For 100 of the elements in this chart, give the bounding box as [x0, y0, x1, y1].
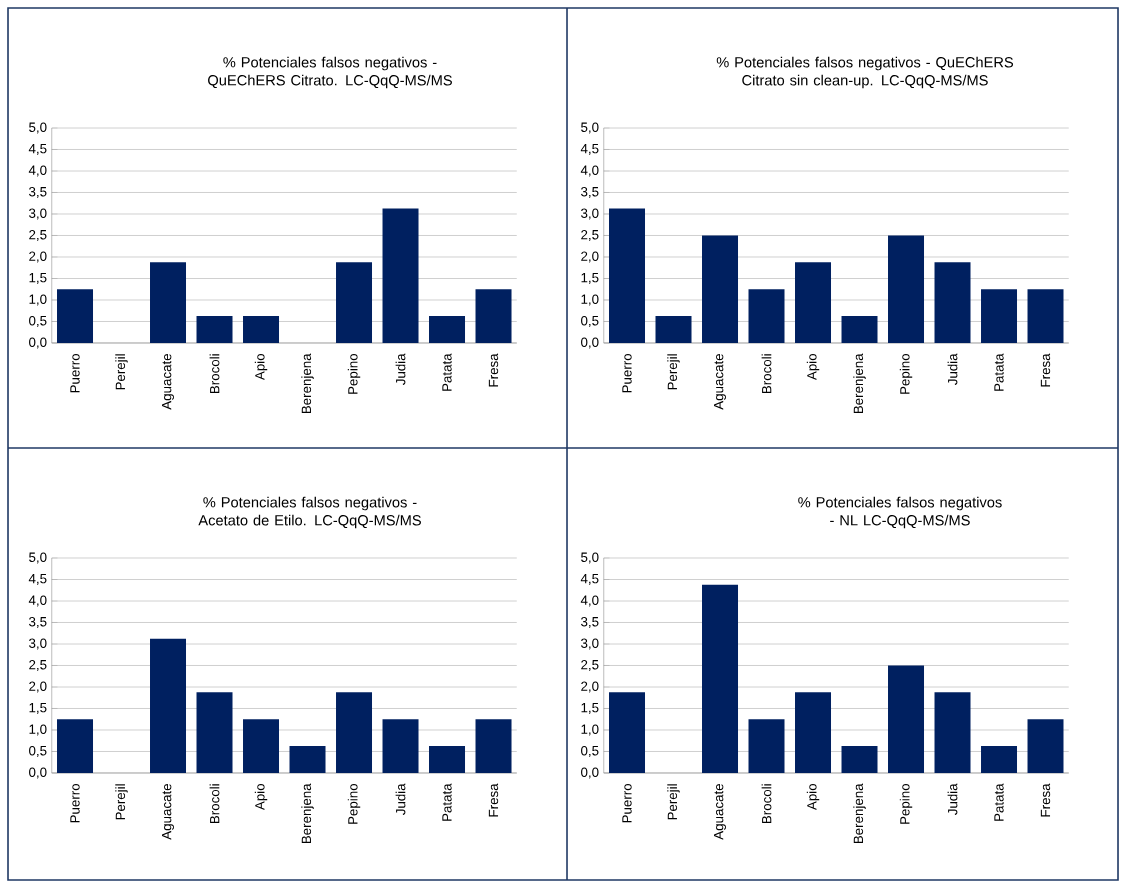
y-tick-label: 4,5 [580, 144, 599, 155]
bar [382, 719, 419, 773]
bar [795, 692, 832, 773]
x-tick-label: Pepino [899, 353, 913, 394]
bar [1027, 719, 1064, 773]
bar [795, 262, 832, 343]
bar [888, 665, 925, 773]
y-tick-label: 3,0 [581, 208, 599, 220]
x-tick-label: Fresa [1040, 353, 1051, 387]
y-tick-label: 1,5 [29, 703, 47, 714]
x-tick-label: Pepino [899, 783, 913, 824]
bar [841, 745, 878, 773]
x-tick-label: Perejil [667, 354, 680, 390]
y-tick-label: 1,0 [29, 294, 47, 306]
chart-title: % Potenciales falsos negativos - QuEChERS Citrato. LC-QqQ-MS/MS [208, 56, 452, 89]
x-tick-label: Judia [395, 783, 406, 816]
y-tick-label: 0,0 [29, 337, 47, 349]
x-tick-label: Fresa [488, 353, 499, 387]
y-tick-label: 3,5 [581, 187, 599, 199]
x-tick-label: Apio [806, 353, 820, 381]
x-tick-label: Pepino [347, 783, 361, 824]
y-tick-label: 3,5 [29, 187, 47, 199]
bar [382, 208, 419, 343]
x-tick-label: Patata [442, 353, 452, 391]
y-tick-label: 5,0 [29, 552, 47, 564]
bar [243, 315, 280, 343]
y-tick-label: 4,0 [580, 595, 599, 607]
bar [475, 719, 512, 773]
bar [934, 262, 971, 343]
y-tick-label: 1,0 [29, 724, 47, 736]
bar [243, 719, 280, 773]
y-tick-label: 3,0 [29, 638, 47, 650]
bar [57, 289, 94, 343]
bar [702, 584, 739, 773]
bar [336, 262, 373, 343]
x-tick-label: Perejil [667, 784, 680, 820]
x-tick-label: Perejil [115, 354, 128, 390]
bar [981, 745, 1018, 773]
x-tick-label: Aguacate [162, 784, 174, 840]
y-tick-label: 0,5 [29, 315, 47, 328]
x-tick-label: Patata [994, 353, 1004, 391]
x-tick-label: Judia [947, 353, 958, 386]
y-tick-label: 2,5 [29, 660, 47, 672]
y-tick-label: 4,0 [28, 165, 47, 177]
x-tick-label: Perejil [115, 784, 128, 820]
bar [934, 692, 971, 773]
x-tick-label: Brocoli [209, 784, 220, 824]
x-tick-label: Apio [806, 783, 820, 811]
bar [57, 719, 94, 773]
y-tick-label: 0,5 [581, 315, 599, 328]
y-tick-label: 4,5 [28, 574, 47, 585]
bar [609, 208, 646, 343]
x-tick-label: Berenjena [301, 353, 314, 414]
y-tick-label: 5,0 [581, 552, 599, 564]
x-tick-label: Pepino [347, 353, 361, 394]
bar [289, 745, 326, 773]
y-tick-label: 1,0 [581, 294, 599, 306]
bar [336, 692, 373, 773]
bar [748, 719, 785, 773]
x-tick-label: Fresa [1040, 783, 1051, 817]
y-tick-label: 2,5 [581, 230, 599, 242]
bar [429, 315, 466, 343]
bar [702, 235, 739, 343]
y-tick-label: 0,5 [29, 745, 47, 758]
y-tick-label: 0,0 [29, 767, 47, 779]
x-tick-label: Berenjena [853, 783, 866, 844]
bar [841, 315, 878, 343]
x-tick-label: Judia [395, 353, 406, 386]
y-tick-label: 3,5 [581, 617, 599, 629]
x-tick-label: Aguacate [162, 354, 174, 410]
x-tick-label: Brocoli [209, 354, 220, 394]
bar [888, 235, 925, 343]
y-tick-label: 1,5 [581, 703, 599, 714]
y-tick-label: 1,0 [581, 724, 599, 736]
x-tick-label: Aguacate [714, 784, 726, 840]
y-tick-label: 2,0 [29, 251, 47, 263]
y-tick-label: 5,0 [29, 122, 47, 134]
x-tick-label: Patata [994, 783, 1004, 821]
x-tick-label: Brocoli [761, 354, 772, 394]
y-tick-label: 2,0 [581, 681, 599, 693]
bar [475, 289, 512, 343]
y-tick-label: 3,0 [29, 208, 47, 220]
bar [150, 638, 187, 773]
x-tick-label: Patata [442, 783, 452, 821]
y-tick-label: 1,5 [29, 273, 47, 284]
x-tick-label: Judia [947, 783, 958, 816]
y-tick-label: 2,5 [581, 660, 599, 672]
y-tick-label: 0,5 [581, 745, 599, 758]
x-tick-label: Brocoli [761, 784, 772, 824]
x-tick-label: Apio [254, 783, 268, 811]
bar [150, 262, 187, 343]
bar [196, 315, 233, 343]
y-tick-label: 4,0 [580, 165, 599, 177]
y-tick-label: 4,0 [28, 595, 47, 607]
x-tick-label: Apio [254, 353, 268, 381]
bar [655, 315, 692, 343]
x-tick-label: Puerro [70, 783, 80, 823]
y-tick-label: 5,0 [581, 122, 599, 134]
x-tick-label: Aguacate [714, 354, 726, 410]
y-tick-label: 3,5 [29, 617, 47, 629]
